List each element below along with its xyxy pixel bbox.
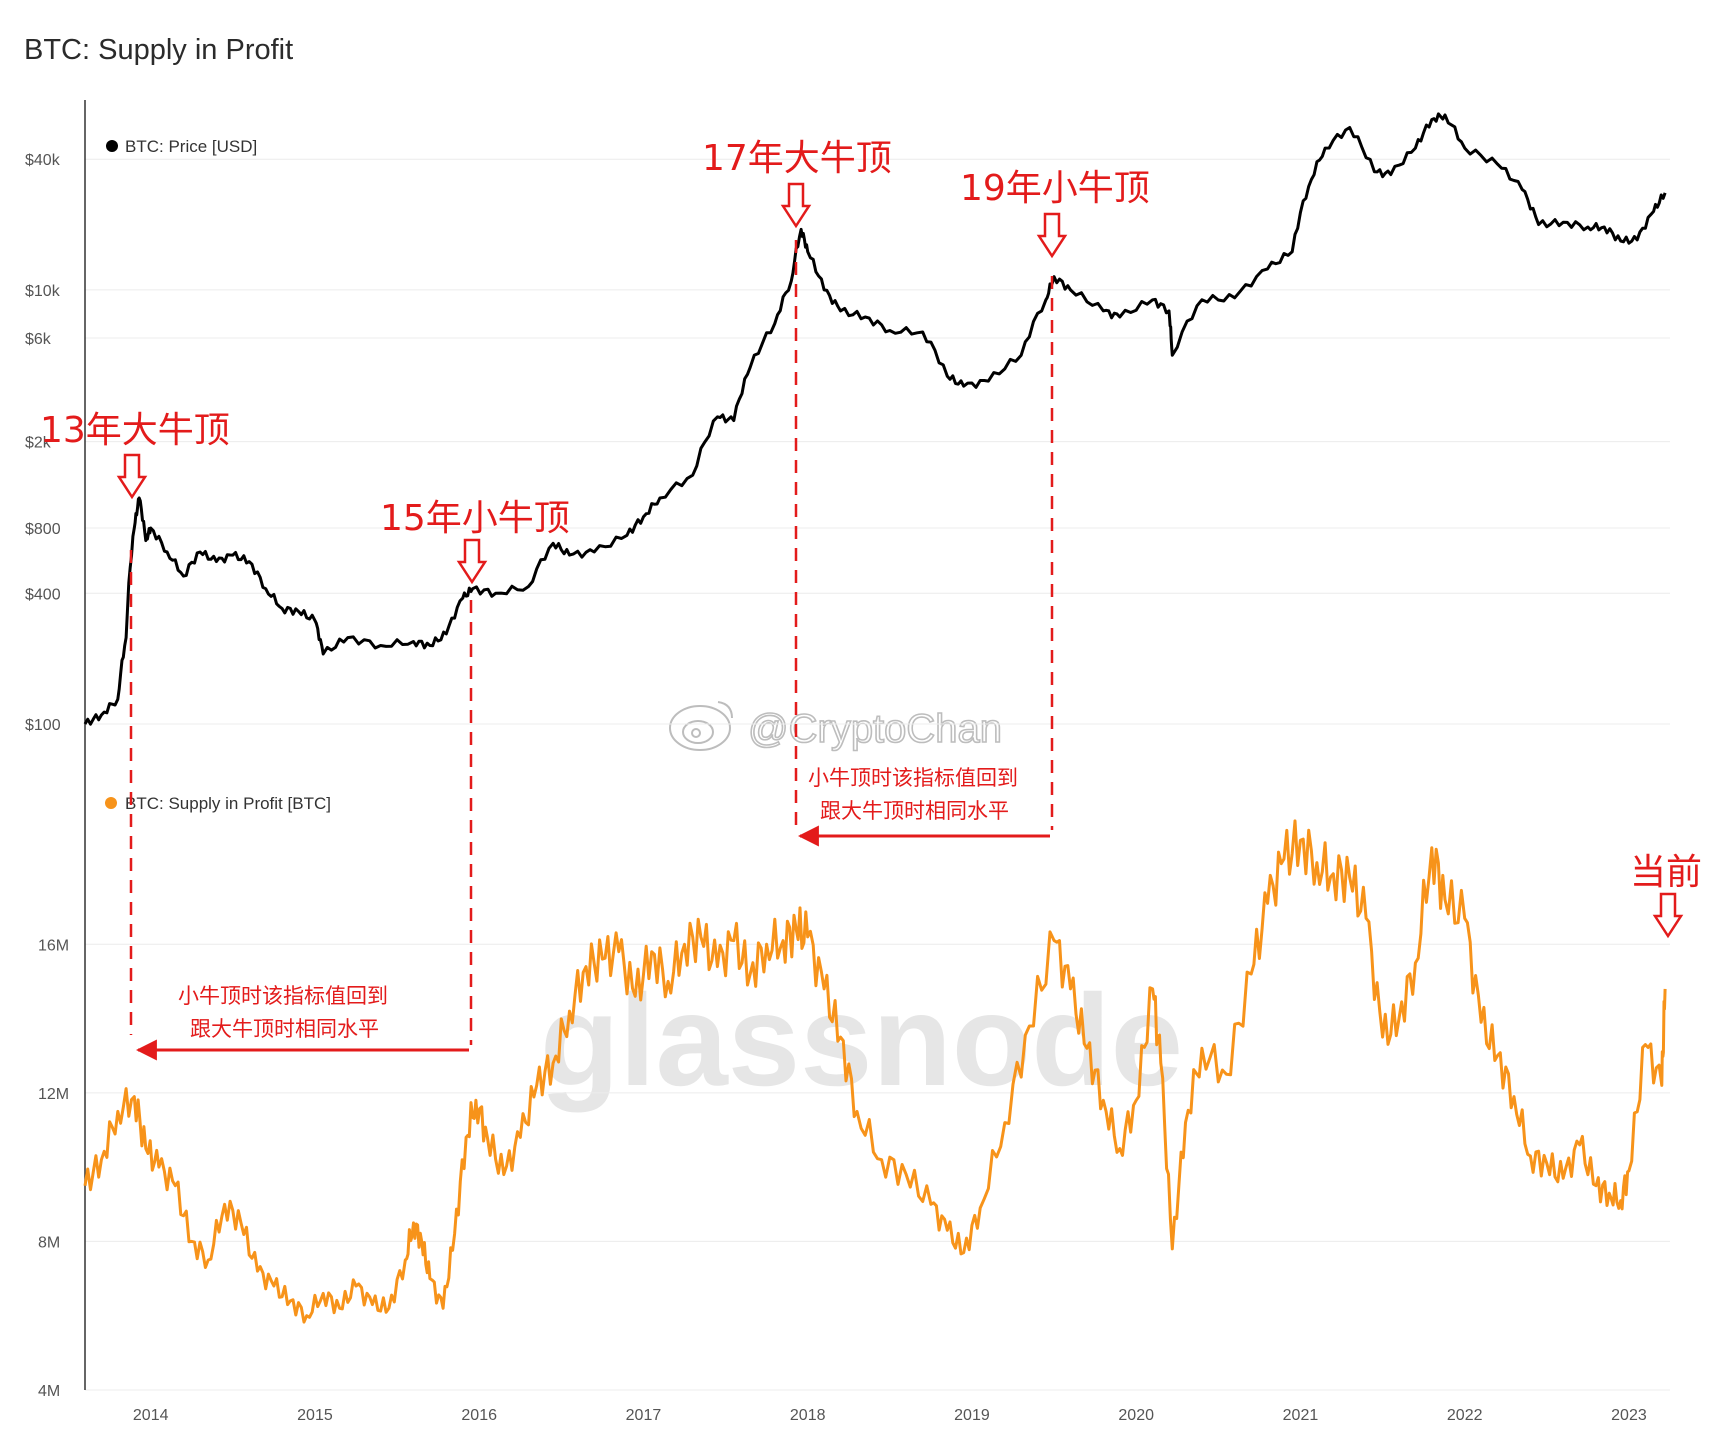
annotation-2019-top: 19年小牛顶 bbox=[960, 168, 1150, 209]
annotation-2015-top: 15年小牛顶 bbox=[380, 498, 570, 539]
x-tick-label: 2015 bbox=[297, 1407, 333, 1424]
supply-tick-label: 16M bbox=[38, 937, 69, 954]
x-tick-label: 2016 bbox=[461, 1407, 497, 1424]
down-arrow-icon-2019 bbox=[1036, 212, 1068, 259]
supply-tick-label: 12M bbox=[38, 1086, 69, 1103]
note-2015-line1: 小牛顶时该指标值回到 bbox=[178, 984, 388, 1008]
price-tick-label: $10k bbox=[25, 283, 61, 300]
price-tick-label: $40k bbox=[25, 152, 61, 169]
price-tick-label: $400 bbox=[25, 586, 61, 603]
note-2019-line1: 小牛顶时该指标值回到 bbox=[808, 766, 1018, 790]
down-arrow-icons bbox=[116, 182, 1684, 939]
grid-lines bbox=[85, 158, 1670, 1391]
annotation-2017-top: 17年大牛顶 bbox=[702, 138, 892, 179]
supply-axis-ticks: 4M 8M 12M 16M bbox=[38, 937, 69, 1400]
price-axis-ticks: $100 $400 $800 $2k $6k $10k $40k bbox=[25, 152, 61, 734]
x-tick-label: 2014 bbox=[133, 1407, 169, 1424]
glassnode-watermark: glassnode bbox=[540, 967, 1183, 1113]
price-tick-label: $800 bbox=[25, 521, 61, 538]
price-tick-label: $100 bbox=[25, 717, 61, 734]
annotation-2013-top: 13年大牛顶 bbox=[40, 410, 230, 451]
down-arrow-icon-2013 bbox=[116, 453, 148, 500]
weibo-icon bbox=[669, 701, 733, 751]
x-tick-label: 2019 bbox=[954, 1407, 990, 1424]
supply-series-line bbox=[83, 819, 1667, 1324]
x-tick-label: 2021 bbox=[1283, 1407, 1319, 1424]
price-series-line bbox=[83, 112, 1667, 726]
supply-legend-label: BTC: Supply in Profit [BTC] bbox=[125, 794, 331, 813]
supply-tick-label: 8M bbox=[38, 1234, 60, 1251]
x-tick-label: 2020 bbox=[1118, 1407, 1154, 1424]
down-arrow-icon-2015 bbox=[456, 538, 488, 585]
supply-legend: BTC: Supply in Profit [BTC] bbox=[105, 794, 331, 813]
x-tick-label: 2017 bbox=[626, 1407, 662, 1424]
peak-guide-lines bbox=[129, 240, 1054, 1045]
social-tag: @CryptoChan bbox=[748, 707, 1002, 751]
note-2019-line2: 跟大牛顶时相同水平 bbox=[820, 799, 1009, 823]
annotation-current: 当前 bbox=[1630, 852, 1702, 893]
down-arrow-icon-2017 bbox=[780, 182, 812, 229]
page-title: BTC: Supply in Profit bbox=[24, 34, 294, 66]
supply-tick-label: 4M bbox=[38, 1383, 60, 1400]
price-legend: BTC: Price [USD] bbox=[106, 137, 257, 156]
supply-legend-dot bbox=[105, 797, 117, 809]
price-tick-label: $6k bbox=[25, 331, 52, 348]
x-axis-ticks: 2014 2015 2016 2017 2018 2019 2020 2021 2022 2023 bbox=[133, 1407, 1647, 1424]
note-2015-line2: 跟大牛顶时相同水平 bbox=[190, 1017, 379, 1041]
x-tick-label: 2023 bbox=[1611, 1407, 1647, 1424]
down-arrow-icon-current bbox=[1652, 892, 1684, 939]
weibo-watermark: @CryptoChan bbox=[669, 701, 1003, 752]
x-tick-label: 2018 bbox=[790, 1407, 826, 1424]
price-legend-dot bbox=[106, 140, 118, 152]
x-tick-label: 2022 bbox=[1447, 1407, 1483, 1424]
price-tick-label: $2k bbox=[25, 435, 52, 452]
price-legend-label: BTC: Price [USD] bbox=[125, 137, 257, 156]
